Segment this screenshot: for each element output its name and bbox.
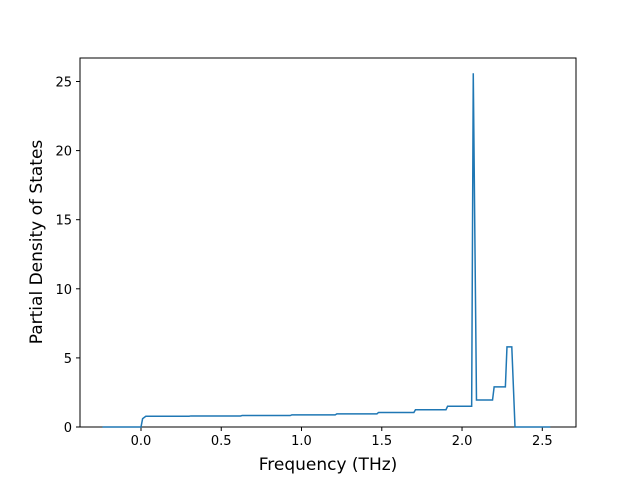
axes-frame (79, 57, 577, 428)
y-tick-label: 25 (55, 75, 72, 90)
x-tick-label: 1.5 (371, 434, 392, 449)
y-tick-label: 10 (55, 283, 72, 298)
x-tick-label: 0.5 (211, 434, 232, 449)
y-tick-label: 15 (55, 214, 72, 229)
x-tick-label: 1.0 (291, 434, 312, 449)
y-axis-label: Partial Density of States (27, 140, 47, 345)
y-tick-label: 5 (64, 352, 72, 367)
x-axis-label: Frequency (THz) (259, 455, 398, 475)
line-series (102, 73, 551, 428)
y-tick-label: 20 (55, 145, 72, 160)
x-tick-label: 0.0 (131, 434, 152, 449)
y-tick-label: 0 (64, 421, 72, 436)
x-tick-label: 2.0 (452, 434, 473, 449)
x-tick-label: 2.5 (532, 434, 553, 449)
